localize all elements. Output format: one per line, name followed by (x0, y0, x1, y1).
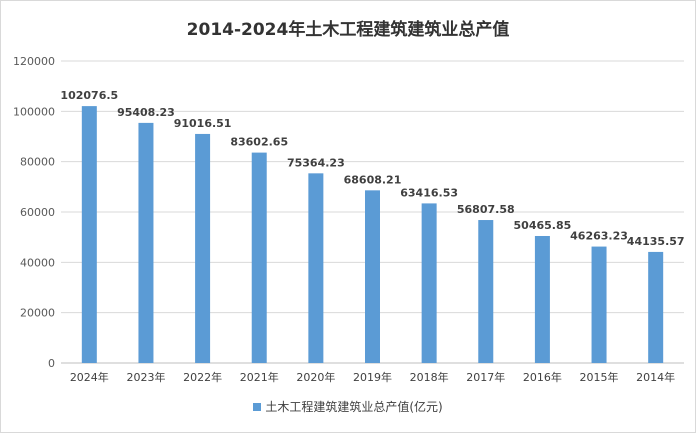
x-tick-label: 2023年 (126, 370, 165, 384)
y-tick-label: 80000 (20, 156, 55, 169)
bar (308, 173, 324, 363)
y-tick-label: 100000 (13, 105, 55, 118)
x-tick-label: 2022年 (183, 370, 222, 384)
bar (478, 220, 494, 363)
data-label: 56807.58 (457, 203, 515, 216)
x-tick-label: 2014年 (636, 370, 675, 384)
x-tick-label: 2024年 (70, 370, 109, 384)
data-label: 91016.51 (174, 117, 232, 130)
x-tick-label: 2015年 (580, 370, 619, 384)
y-tick-label: 60000 (20, 206, 55, 219)
x-tick-label: 2019年 (353, 370, 392, 384)
data-label: 68608.21 (344, 173, 402, 186)
bar (195, 133, 211, 363)
y-tick-label: 40000 (20, 256, 55, 269)
bar (138, 122, 154, 364)
data-label: 75364.23 (287, 156, 345, 169)
data-label: 95408.23 (117, 106, 175, 119)
data-label: 83602.65 (230, 136, 288, 149)
x-tick-label: 2021年 (240, 370, 279, 384)
data-label: 44135.57 (627, 235, 685, 248)
data-label: 46263.23 (570, 230, 628, 243)
legend-swatch (253, 402, 262, 411)
y-tick-label: 120000 (13, 55, 55, 68)
data-label: 63416.53 (400, 186, 458, 199)
bar (421, 203, 437, 363)
bar (365, 190, 380, 363)
chart-legend: 土木工程建筑建筑业总产值(亿元) (1, 398, 695, 415)
y-tick-label: 0 (48, 357, 55, 370)
y-tick-label: 20000 (20, 307, 55, 320)
chart-title: 2014-2024年土木工程建筑建筑业总产值 (186, 20, 510, 40)
data-label: 102076.5 (60, 89, 118, 102)
bar (648, 251, 664, 363)
data-label: 50465.85 (514, 219, 572, 232)
x-tick-label: 2018年 (410, 370, 449, 384)
x-tick-label: 2020年 (296, 370, 335, 384)
bar (534, 235, 550, 363)
x-tick-label: 2017年 (466, 370, 505, 384)
bar (81, 106, 97, 363)
x-tick-label: 2016年 (523, 370, 562, 384)
bar (591, 246, 607, 363)
bar (251, 152, 267, 363)
legend-label: 土木工程建筑建筑业总产值(亿元) (265, 400, 443, 414)
